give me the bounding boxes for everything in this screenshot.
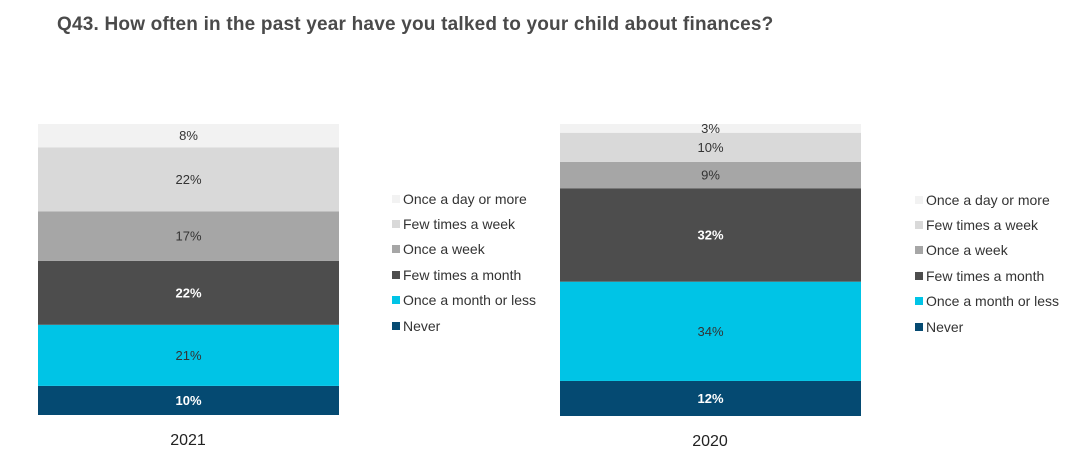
legend-item-never: Never xyxy=(392,313,536,338)
legend-item-once-a-week: Once a week xyxy=(392,237,536,262)
bar-2021: 10% 21% 22% 17% 22% 8% xyxy=(38,124,339,415)
data-label-2020-once-a-month-or-less: 34% xyxy=(697,324,723,339)
bar-segment-2020-once-a-month-or-less xyxy=(560,281,861,381)
bar-segment-2021-few-times-a-month xyxy=(38,260,339,325)
legend-swatch xyxy=(392,220,400,229)
legend-label: Few times a week xyxy=(403,216,516,233)
legend-label: Few times a week xyxy=(926,217,1039,234)
legend-item-once-a-week: Once a week xyxy=(915,238,1059,263)
legend-label: Once a week xyxy=(926,242,1008,259)
legend-item-never: Never xyxy=(915,314,1059,339)
legend-label: Once a month or less xyxy=(403,292,537,309)
legend-swatch xyxy=(392,321,400,330)
data-label-2021-few-times-a-week: 22% xyxy=(175,172,201,187)
chart-title: Q43. How often in the past year have you… xyxy=(57,14,774,35)
bar-2020: 12% 34% 32% 9% 10% 3% xyxy=(560,121,861,416)
legend-swatch xyxy=(915,271,923,280)
data-label-2020-once-a-week: 9% xyxy=(701,168,720,183)
data-label-2020-once-a-day-or-more: 3% xyxy=(701,121,720,136)
legend-label: Once a day or more xyxy=(403,190,527,207)
data-label-2021-never: 10% xyxy=(175,393,201,408)
legend-swatch xyxy=(392,270,400,279)
bar-segment-2021-never xyxy=(38,385,339,415)
legend-item-few-times-a-month: Few times a month xyxy=(915,263,1059,288)
legend-label: Once a day or more xyxy=(926,191,1050,208)
legend-swatch xyxy=(915,195,923,204)
bar-segment-2021-few-times-a-week xyxy=(38,147,339,212)
legend-item-few-times-a-week: Few times a week xyxy=(392,211,536,236)
legend-swatch xyxy=(915,297,923,306)
legend-item-few-times-a-week: Few times a week xyxy=(915,212,1059,237)
legend-label: Few times a month xyxy=(926,267,1045,284)
bar-segment-2020-never xyxy=(560,380,861,416)
legend-item-few-times-a-month: Few times a month xyxy=(392,262,536,287)
bar-segment-2021-once-a-week xyxy=(38,211,339,261)
legend-label: Never xyxy=(926,318,964,335)
x-label-2020: 2020 xyxy=(692,433,728,450)
legend-label: Never xyxy=(403,317,441,334)
legend-item-once-a-month-or-less: Once a month or less xyxy=(392,288,536,313)
legend-label: Once a month or less xyxy=(926,293,1060,310)
legend-swatch xyxy=(392,194,400,203)
data-label-2021-few-times-a-month: 22% xyxy=(175,285,201,300)
legend-item-once-a-day-or-more: Once a day or more xyxy=(915,187,1059,212)
bar-segment-2020-once-a-week xyxy=(560,161,861,189)
data-label-2021-once-a-month-or-less: 21% xyxy=(175,348,201,363)
legend-swatch xyxy=(915,246,923,255)
bar-segment-2020-few-times-a-month xyxy=(560,188,861,282)
legend-label: Once a week xyxy=(403,241,485,258)
data-label-2020-few-times-a-week: 10% xyxy=(697,140,723,155)
data-label-2021-once-a-week: 17% xyxy=(175,229,201,244)
data-label-2020-few-times-a-month: 32% xyxy=(697,227,723,242)
legend-2020: Once a day or more Few times a week Once a… xyxy=(915,187,1059,339)
bar-segment-2020-few-times-a-week xyxy=(560,132,861,162)
legend-item-once-a-day-or-more: Once a day or more xyxy=(392,186,536,211)
bar-segment-2021-once-a-day-or-more xyxy=(38,124,339,148)
data-label-2020-never: 12% xyxy=(697,391,723,406)
bar-segment-2020-once-a-day-or-more xyxy=(560,124,861,133)
legend-swatch xyxy=(392,245,400,254)
x-label-2021: 2021 xyxy=(170,432,206,449)
bar-segment-2021-once-a-month-or-less xyxy=(38,324,339,386)
legend-swatch xyxy=(915,221,923,230)
legend-swatch xyxy=(915,322,923,331)
legend-label: Few times a month xyxy=(403,266,522,283)
legend-item-once-a-month-or-less: Once a month or less xyxy=(915,289,1059,314)
legend-swatch xyxy=(392,296,400,305)
data-label-2021-once-a-day-or-more: 8% xyxy=(179,128,198,143)
legend-2021: Once a day or more Few times a week Once a… xyxy=(392,186,536,338)
